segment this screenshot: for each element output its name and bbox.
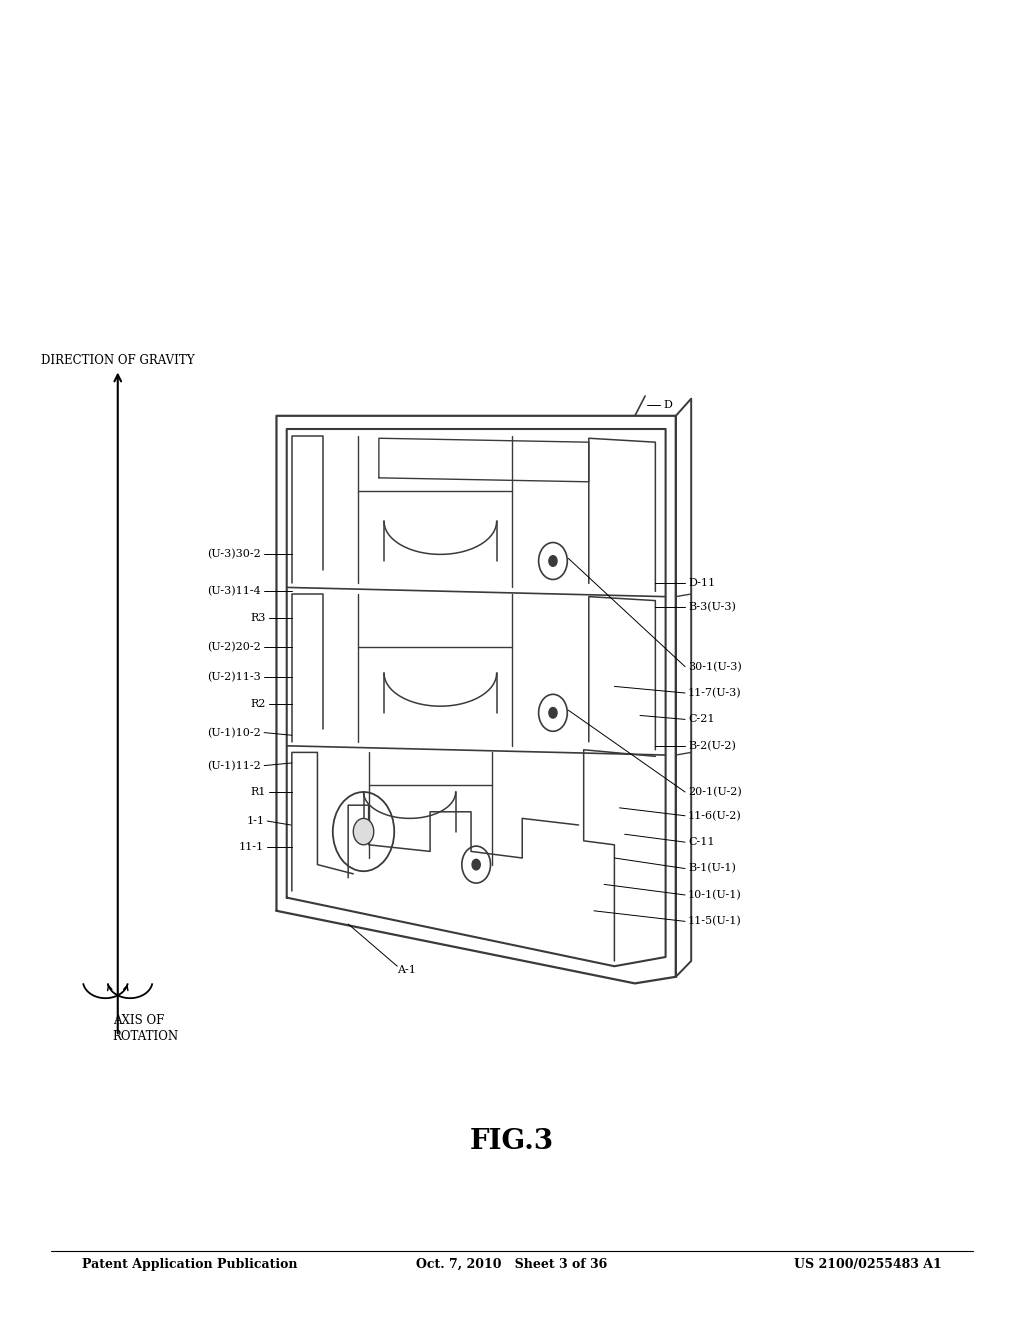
- Text: Oct. 7, 2010   Sheet 3 of 36: Oct. 7, 2010 Sheet 3 of 36: [417, 1258, 607, 1271]
- Text: DIRECTION OF GRAVITY: DIRECTION OF GRAVITY: [41, 354, 195, 367]
- Text: 11-7(U-3): 11-7(U-3): [688, 688, 741, 698]
- Text: R3: R3: [251, 612, 266, 623]
- Text: 11-6(U-2): 11-6(U-2): [688, 810, 741, 821]
- Circle shape: [549, 708, 557, 718]
- Text: (U-3)30-2: (U-3)30-2: [208, 549, 261, 560]
- Text: Patent Application Publication: Patent Application Publication: [82, 1258, 297, 1271]
- Text: R1: R1: [251, 787, 266, 797]
- Text: (U-2)20-2: (U-2)20-2: [208, 642, 261, 652]
- Text: D: D: [664, 400, 673, 411]
- Text: 30-1(U-3): 30-1(U-3): [688, 661, 741, 672]
- Text: (U-1)10-2: (U-1)10-2: [208, 727, 261, 738]
- Text: A-1: A-1: [397, 965, 416, 975]
- Text: 1-1: 1-1: [246, 816, 264, 826]
- Text: R2: R2: [251, 698, 266, 709]
- Text: B-1(U-1): B-1(U-1): [688, 863, 736, 874]
- Text: 11-1: 11-1: [239, 842, 264, 853]
- Circle shape: [549, 556, 557, 566]
- Text: B-3(U-3): B-3(U-3): [688, 602, 736, 612]
- Circle shape: [353, 818, 374, 845]
- Text: C-21: C-21: [688, 714, 715, 725]
- Circle shape: [472, 859, 480, 870]
- Text: D-11: D-11: [688, 578, 715, 589]
- Text: AXIS OF
ROTATION: AXIS OF ROTATION: [113, 1014, 179, 1043]
- Text: (U-1)11-2: (U-1)11-2: [208, 760, 261, 771]
- Text: (U-3)11-4: (U-3)11-4: [208, 586, 261, 597]
- Text: 11-5(U-1): 11-5(U-1): [688, 916, 741, 927]
- Text: B-2(U-2): B-2(U-2): [688, 741, 736, 751]
- Text: FIG.3: FIG.3: [470, 1129, 554, 1155]
- Text: 20-1(U-2): 20-1(U-2): [688, 787, 741, 797]
- Text: C-11: C-11: [688, 837, 715, 847]
- Text: US 2100/0255483 A1: US 2100/0255483 A1: [795, 1258, 942, 1271]
- Text: 10-1(U-1): 10-1(U-1): [688, 890, 741, 900]
- Text: (U-2)11-3: (U-2)11-3: [208, 672, 261, 682]
